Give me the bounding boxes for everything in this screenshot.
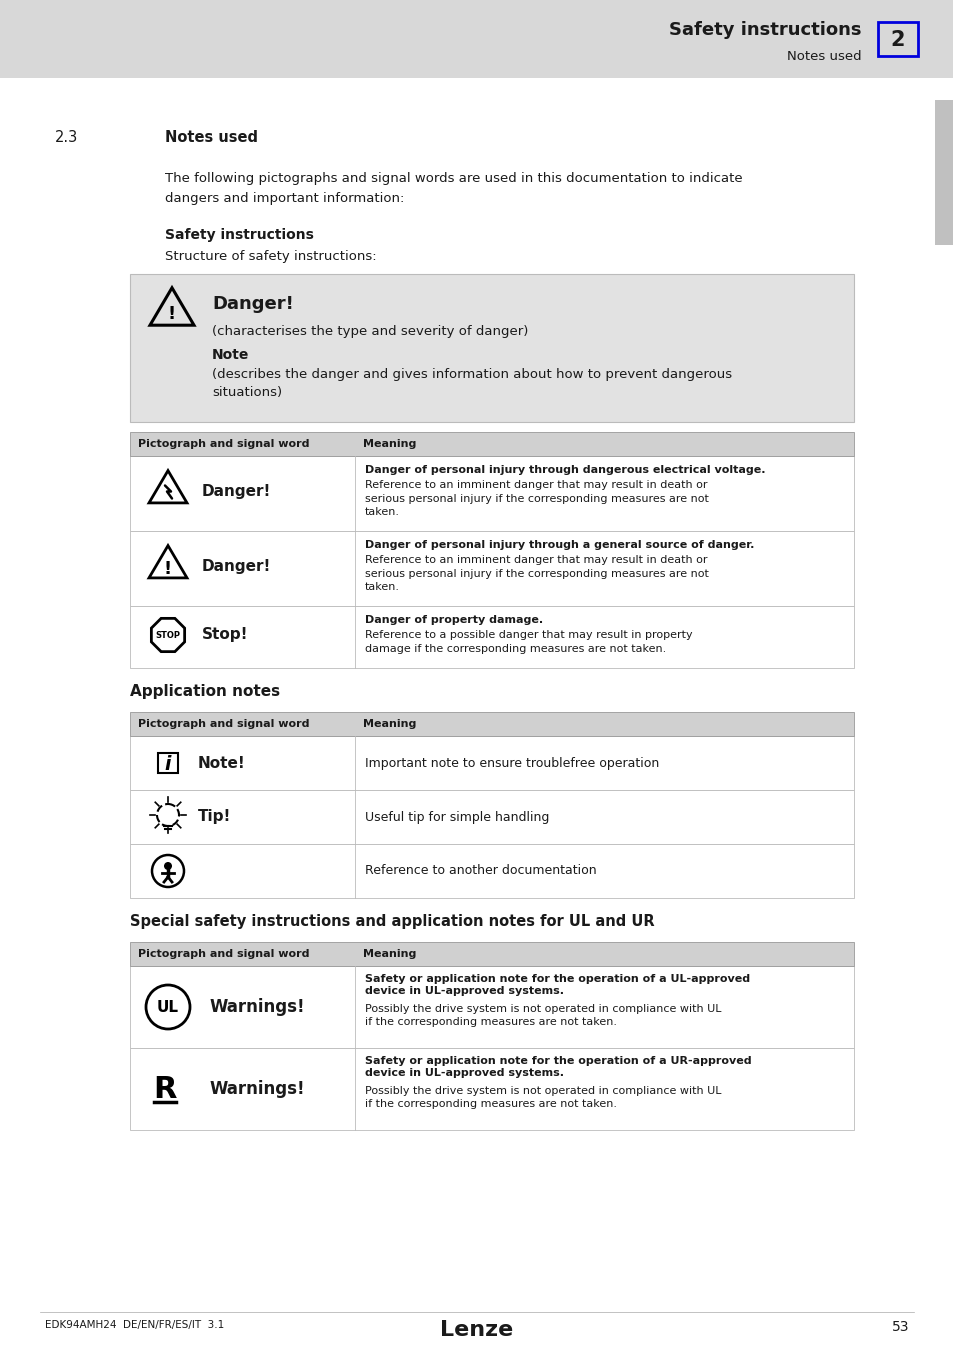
Text: Warnings!: Warnings! — [210, 1080, 305, 1098]
Text: Application notes: Application notes — [130, 684, 280, 699]
Text: Danger of personal injury through dangerous electrical voltage.: Danger of personal injury through danger… — [365, 464, 764, 475]
Text: Reference to an imminent danger that may result in death or
serious personal inj: Reference to an imminent danger that may… — [365, 555, 708, 593]
FancyBboxPatch shape — [877, 22, 917, 55]
Text: EDK94AMH24  DE/EN/FR/ES/IT  3.1: EDK94AMH24 DE/EN/FR/ES/IT 3.1 — [45, 1320, 224, 1330]
Text: STOP: STOP — [155, 630, 180, 640]
Text: Important note to ensure troublefree operation: Important note to ensure troublefree ope… — [365, 756, 659, 770]
Text: Meaning: Meaning — [363, 720, 416, 729]
Text: UL: UL — [157, 1000, 179, 1015]
Text: Safety instructions: Safety instructions — [669, 22, 862, 39]
Text: Possibly the drive system is not operated in compliance with UL
if the correspon: Possibly the drive system is not operate… — [365, 1004, 720, 1027]
Text: Safety or application note for the operation of a UR-approved
device in UL-appro: Safety or application note for the opera… — [365, 1056, 751, 1079]
Bar — [130, 942, 853, 967]
Text: Reference to a possible danger that may result in property
damage if the corresp: Reference to a possible danger that may … — [365, 630, 692, 653]
Text: The following pictographs and signal words are used in this documentation to ind: The following pictographs and signal wor… — [165, 171, 741, 185]
Bar — [130, 790, 853, 844]
Bar — [130, 531, 853, 606]
Text: Notes used: Notes used — [165, 130, 257, 144]
Bar — [130, 1048, 853, 1130]
Bar — [130, 274, 853, 423]
Text: Tip!: Tip! — [198, 810, 232, 825]
Text: i: i — [165, 755, 171, 774]
Bar — [934, 100, 952, 244]
Text: situations): situations) — [212, 386, 282, 400]
Text: Reference to another documentation: Reference to another documentation — [365, 864, 596, 878]
Bar — [130, 711, 853, 736]
Text: Meaning: Meaning — [363, 949, 416, 958]
Text: Meaning: Meaning — [363, 439, 416, 450]
Text: Safety instructions: Safety instructions — [165, 228, 314, 242]
Text: Structure of safety instructions:: Structure of safety instructions: — [165, 250, 376, 263]
Text: Useful tip for simple handling: Useful tip for simple handling — [365, 810, 549, 824]
Text: dangers and important information:: dangers and important information: — [165, 192, 404, 205]
Text: Notes used: Notes used — [786, 50, 862, 62]
Text: Reference to an imminent danger that may result in death or
serious personal inj: Reference to an imminent danger that may… — [365, 481, 708, 517]
Text: Pictograph and signal word: Pictograph and signal word — [138, 720, 309, 729]
Bar — [0, 0, 953, 78]
Text: Stop!: Stop! — [202, 628, 248, 643]
Text: Danger of property damage.: Danger of property damage. — [365, 616, 542, 625]
Circle shape — [164, 863, 172, 869]
Text: Danger!: Danger! — [212, 296, 294, 313]
Text: Possibly the drive system is not operated in compliance with UL
if the correspon: Possibly the drive system is not operate… — [365, 1085, 720, 1110]
Text: R: R — [153, 1075, 176, 1103]
Text: Warnings!: Warnings! — [210, 998, 305, 1017]
Text: Lenze: Lenze — [440, 1320, 513, 1341]
Text: !: ! — [164, 559, 172, 578]
Text: Danger!: Danger! — [202, 559, 271, 574]
Bar — [130, 456, 853, 531]
Text: Special safety instructions and application notes for UL and UR: Special safety instructions and applicat… — [130, 914, 654, 929]
Text: Pictograph and signal word: Pictograph and signal word — [138, 949, 309, 958]
FancyBboxPatch shape — [158, 753, 177, 774]
Text: 2: 2 — [890, 30, 904, 50]
Text: Note: Note — [212, 348, 249, 362]
Bar — [130, 606, 853, 668]
Text: 53: 53 — [890, 1320, 908, 1334]
Text: Danger of personal injury through a general source of danger.: Danger of personal injury through a gene… — [365, 540, 754, 549]
Text: Note!: Note! — [198, 756, 246, 771]
Text: (describes the danger and gives information about how to prevent dangerous: (describes the danger and gives informat… — [212, 369, 731, 381]
Text: !: ! — [168, 305, 176, 323]
Text: 2.3: 2.3 — [55, 130, 78, 144]
Text: Danger!: Danger! — [202, 485, 271, 500]
Text: Safety or application note for the operation of a UL-approved
device in UL-appro: Safety or application note for the opera… — [365, 973, 749, 996]
Bar — [130, 432, 853, 456]
Text: Pictograph and signal word: Pictograph and signal word — [138, 439, 309, 450]
Bar — [130, 736, 853, 790]
Bar — [130, 844, 853, 898]
Bar — [130, 967, 853, 1048]
Text: (characterises the type and severity of danger): (characterises the type and severity of … — [212, 325, 528, 338]
